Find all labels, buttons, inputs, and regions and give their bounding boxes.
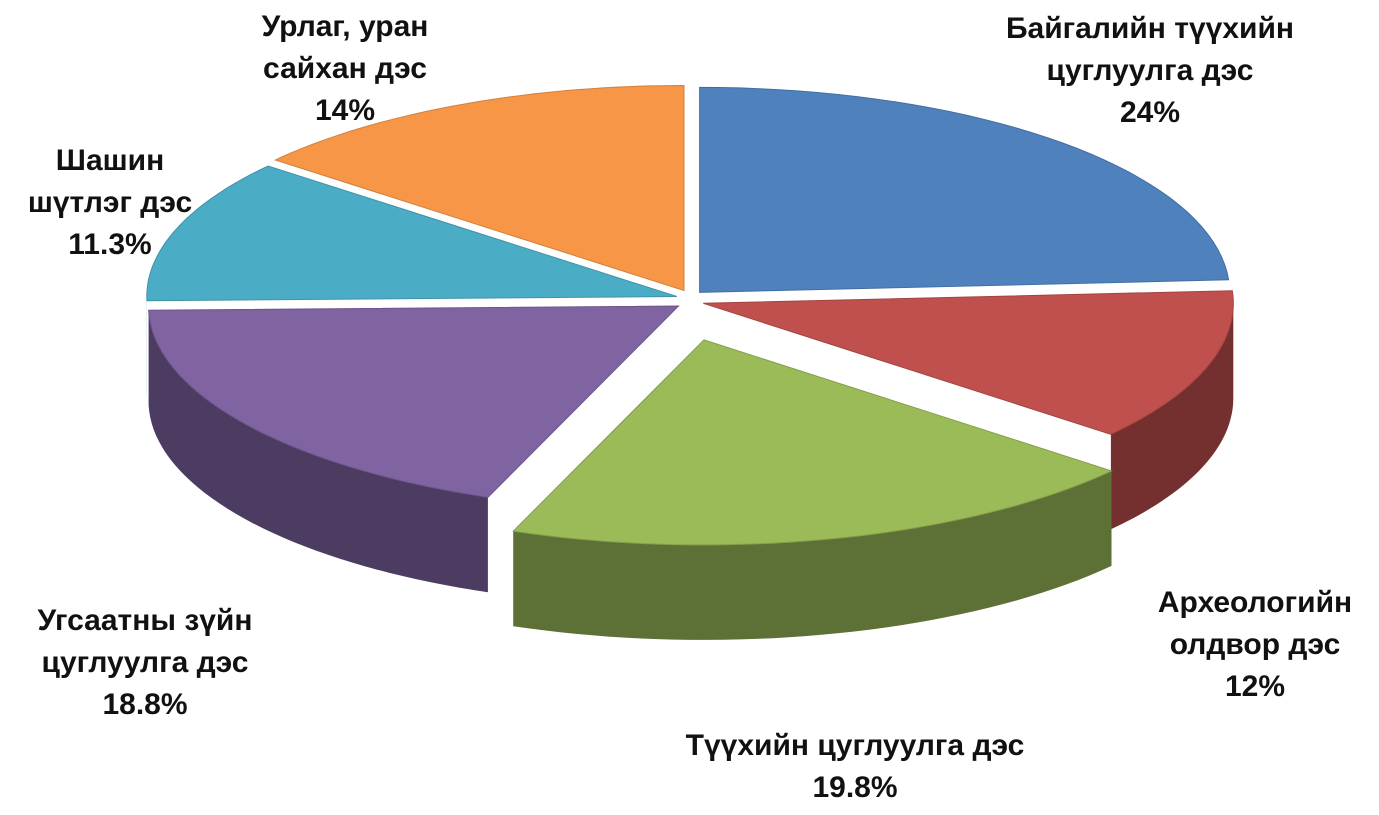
- category-name: Урлаг, уран сайхан дэс: [261, 10, 429, 85]
- slice-side: [148, 310, 488, 593]
- value-label: 14%: [314, 94, 376, 127]
- category-name: Байгалийн түүхийн цуглуулга дэс: [1005, 12, 1295, 87]
- slice-label: Байгалийн түүхийн цуглуулга дэс 24%: [1005, 8, 1295, 134]
- category-name: Археологийн олдвор дэс: [1157, 586, 1353, 661]
- value-label: 11.3%: [68, 228, 152, 261]
- category-name: Угсаатны зүйн цуглуулга дэс: [37, 604, 253, 679]
- slice: [703, 290, 1234, 435]
- slice: [148, 305, 680, 498]
- slice-label: Угсаатны зүйн цуглуулга дэс 18.8%: [20, 600, 270, 726]
- slice: [146, 165, 677, 302]
- value-label: 19.8%: [812, 771, 898, 804]
- value-label: 24%: [1119, 96, 1181, 129]
- category-name: Шашин шүтлэг дэс: [27, 144, 193, 219]
- slice-label: Шашин шүтлэг дэс 11.3%: [5, 140, 215, 266]
- value-label: 18.8%: [102, 688, 188, 721]
- slice-side: [513, 470, 1112, 640]
- category-name: Түүхийн цуглуулга дэс: [685, 729, 1025, 762]
- slice-side: [1110, 303, 1234, 530]
- slice-label: Археологийн олдвор дэс 12%: [1130, 582, 1379, 708]
- slice: [512, 339, 1113, 546]
- slice: [274, 84, 685, 292]
- slice-label: Түүхийн цуглуулга дэс 19.8%: [675, 725, 1035, 809]
- value-label: 12%: [1224, 670, 1286, 703]
- slice: [699, 86, 1230, 293]
- slice-label: Урлаг, уран сайхан дэс 14%: [225, 6, 465, 132]
